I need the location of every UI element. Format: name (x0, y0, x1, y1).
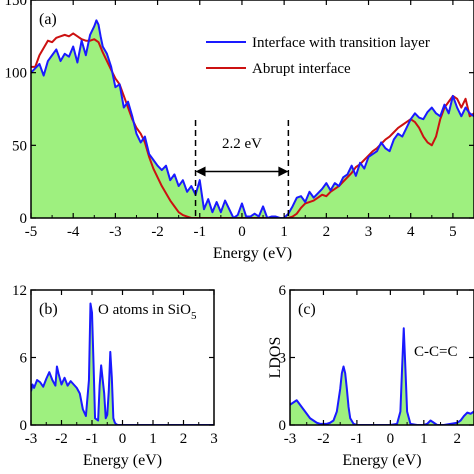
x-tick-label: -2 (151, 224, 164, 240)
legend-entry: Abrupt interface (252, 61, 351, 77)
gap-arrow-left-head (195, 166, 206, 177)
plot-area (31, 19, 474, 218)
x-tick-label: -1 (351, 431, 364, 447)
x-tick-label: -2 (55, 431, 68, 447)
panel-label: (b) (39, 301, 58, 318)
x-tick-label: -3 (25, 431, 38, 447)
y-tick-label: 0 (279, 418, 287, 434)
panel-title-subscript: 5 (191, 310, 197, 322)
y-tick-label: 0 (20, 418, 28, 434)
y-axis-title: LDOS (267, 337, 284, 379)
x-tick-label: 1 (280, 224, 288, 240)
panel-title: O atoms in SiO5 (98, 302, 197, 322)
panel-c-ccc-chart: -3 -2 -1 0 1 2 0 3 6 Energy (eV) LDOS (c) C-C=C (267, 283, 474, 469)
x-tick-label: 1 (420, 431, 428, 447)
y-tick-label: 12 (12, 283, 27, 299)
plot-area (290, 327, 474, 425)
y-tick-label: 100 (5, 66, 28, 82)
x-tick-label: 3 (210, 431, 218, 447)
y-tick-label: 6 (279, 283, 287, 299)
x-tick-label: 0 (387, 431, 395, 447)
y-tick-label: 3 (279, 351, 287, 367)
x-tick-label: 2 (323, 224, 331, 240)
legend: Interface with transition layer Abrupt in… (206, 35, 430, 77)
y-tick-label: 150 (5, 0, 28, 9)
y-tick-label: 0 (20, 211, 28, 227)
x-tick-label: 0 (119, 431, 127, 447)
gap-arrow-right-head (278, 166, 289, 177)
y-tick-label: 6 (20, 351, 28, 367)
x-tick-label: 2 (180, 431, 188, 447)
x-tick-label: -2 (317, 431, 330, 447)
panel-title-main: O atoms in SiO (98, 302, 191, 318)
x-axis-title: Energy (eV) (342, 452, 421, 469)
x-tick-label: -4 (67, 224, 80, 240)
x-tick-label: -1 (86, 431, 99, 447)
x-tick-label: -5 (25, 224, 38, 240)
x-tick-label: -3 (109, 224, 122, 240)
x-tick-label: 5 (449, 224, 457, 240)
x-tick-label: -3 (284, 431, 297, 447)
panel-label: (a) (39, 11, 57, 28)
y-tick-label: 50 (12, 138, 27, 154)
panel-title: C-C=C (414, 344, 457, 360)
x-axis-title: Energy (eV) (213, 245, 292, 262)
x-tick-label: 1 (149, 431, 157, 447)
plot-frame (30, 0, 474, 219)
x-tick-label: 0 (238, 224, 246, 240)
series-line-ldos (290, 327, 474, 425)
x-tick-label: -1 (194, 224, 207, 240)
x-axis-title: Energy (eV) (83, 452, 162, 469)
series-fill-ldos (290, 328, 474, 425)
series-fill-ldos (31, 303, 214, 425)
legend-entry: Interface with transition layer (252, 35, 430, 51)
series-line-interface-with-transition-layer (31, 19, 474, 218)
x-tick-label: 2 (454, 431, 462, 447)
series-line-ldos (31, 302, 214, 425)
panel-label: (c) (298, 301, 316, 318)
plot-area (31, 302, 214, 425)
x-tick-label: 4 (407, 224, 415, 240)
gap-annotation-label: 2.2 eV (222, 136, 262, 152)
x-tick-label: 3 (365, 224, 373, 240)
